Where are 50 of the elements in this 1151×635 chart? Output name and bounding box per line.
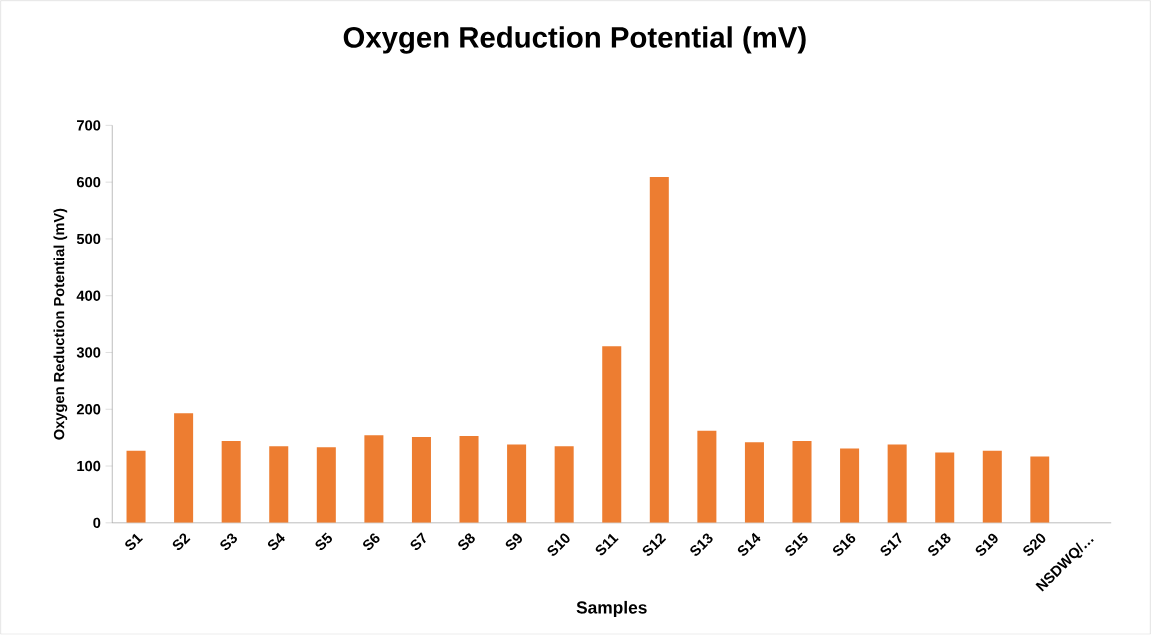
bar xyxy=(887,444,907,523)
bar xyxy=(269,446,289,523)
y-tick-label: 300 xyxy=(76,347,101,358)
y-tick-label: 700 xyxy=(77,120,101,131)
y-axis-title: Oxygen Reduction Potential (mV) xyxy=(53,208,68,440)
x-tick-label: S1 xyxy=(125,533,143,551)
bar xyxy=(697,430,717,523)
x-tick-label: S16 xyxy=(832,533,856,556)
bar xyxy=(602,346,622,523)
bar xyxy=(554,446,574,523)
x-tick-label: S11 xyxy=(595,533,619,556)
x-tick-label: S3 xyxy=(220,533,237,551)
x-tick-label: S17 xyxy=(880,532,902,556)
bar xyxy=(126,450,146,523)
chart-title: Oxygen Reduction Potential (mV) xyxy=(343,26,806,54)
y-tick-label: 200 xyxy=(76,404,101,415)
bar xyxy=(792,441,812,523)
x-axis-title: Samples xyxy=(576,600,647,618)
x-tick-label: S8 xyxy=(458,533,475,551)
x-tick-label: S7 xyxy=(410,532,426,551)
y-tick-label: 600 xyxy=(76,177,101,188)
bar xyxy=(221,441,241,523)
bar xyxy=(935,452,955,523)
bar xyxy=(1030,456,1050,523)
bar xyxy=(649,177,669,523)
x-tick-label: S10 xyxy=(547,533,570,556)
x-tick-label: S6 xyxy=(363,533,380,551)
x-tick-label: S13 xyxy=(690,533,713,556)
bar xyxy=(316,447,336,523)
bar xyxy=(507,444,527,523)
bar xyxy=(459,436,479,523)
bar xyxy=(411,437,431,523)
x-tick-label: S9 xyxy=(505,533,522,551)
bar xyxy=(840,448,860,523)
y-tick-label: 500 xyxy=(76,233,101,245)
x-tick-label: S18 xyxy=(928,533,951,556)
bar xyxy=(364,435,384,523)
y-tick-label: 400 xyxy=(76,290,101,301)
y-tick-label: 0 xyxy=(93,517,101,529)
y-tick-label: 100 xyxy=(77,460,101,472)
bar xyxy=(982,450,1002,523)
x-tick-label: S19 xyxy=(975,533,998,556)
x-tick-label: S5 xyxy=(315,532,332,551)
x-tick-label: S2 xyxy=(172,533,191,551)
x-tick-label: S14 xyxy=(737,532,761,556)
bar xyxy=(174,413,194,523)
bar xyxy=(744,442,764,523)
x-tick-label: S15 xyxy=(785,532,808,556)
x-tick-label: S4 xyxy=(267,532,285,551)
x-tick-label: S12 xyxy=(642,533,667,556)
